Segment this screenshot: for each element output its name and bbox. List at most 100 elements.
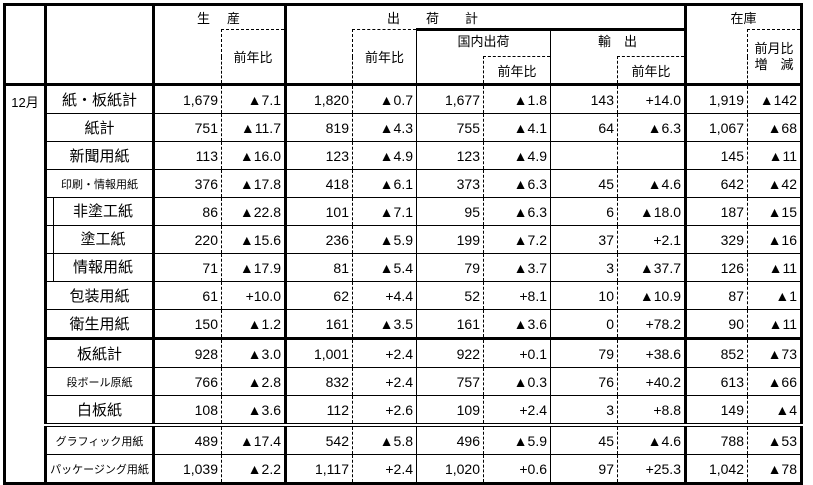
cell-value: ▲16.0 [221,141,286,170]
row-label-text: 塗工紙 [53,226,151,253]
cell-value: 1,919 [684,83,748,114]
cell-value: ▲4.9 [352,141,417,170]
cell-value: 922 [416,337,484,368]
row-label: 紙計 [45,113,155,142]
row-label: 白板紙 [45,395,155,425]
cell-value: +14.0 [617,83,686,114]
row-label: 段ボール原紙 [45,367,155,396]
cell-value: 108 [153,395,222,425]
cell-value: +4.4 [352,281,417,310]
cell-value: 832 [284,367,353,396]
cell-value: ▲11 [747,309,802,339]
cell-value: 37 [550,225,618,254]
cell-value: 236 [284,225,353,254]
cell-value: ▲1.8 [483,83,551,114]
table-row: 白板紙 108 ▲3.6 112 +2.6 109 +2.4 3 +8.8 149 ▲4 [5,395,802,425]
cell-value: 1,820 [284,83,353,114]
mom-line2: 増 減 [754,56,794,72]
cell-value: ▲53 [747,423,802,455]
table-row: 段ボール原紙 766 ▲2.8 832 +2.4 757 ▲0.3 76 +40.2 613 ▲66 [5,367,802,396]
mom-line1: 前月比 [754,40,794,56]
cell-value: 161 [284,309,353,339]
table-row: 新聞用紙 113 ▲16.0 123 ▲4.9 123 ▲4.9 145 ▲11 [5,141,802,170]
cell-value: 613 [684,367,748,396]
row-label: 情報用紙 [45,253,155,282]
cell-value: 373 [416,169,484,198]
cell-value: +10.0 [221,281,286,310]
cell-value: 123 [284,141,353,170]
cell-value: ▲4.6 [617,423,686,455]
row-label: グラフィック用紙 [45,423,155,455]
cell-value: 143 [550,83,618,114]
cell-value: +8.1 [483,281,551,310]
header-inventory-value [684,29,748,85]
cell-value: 418 [284,169,353,198]
table-row: 塗工紙 220 ▲15.6 236 ▲5.9 199 ▲7.2 37 +2.1 329 ▲16 [5,225,802,254]
cell-value: 1,020 [416,454,484,484]
header-domestic: 国内出荷 [416,28,551,57]
table-row: 衛生用紙 150 ▲1.2 161 ▲3.5 161 ▲3.6 0 +78.2 90 ▲11 [5,309,802,339]
cell-value: ▲2.8 [221,367,286,396]
cell-value: 220 [153,225,222,254]
cell-value: ▲78 [747,454,802,484]
header-shipments-total: 出 荷 計 [284,4,686,30]
cell-value: ▲11 [747,141,802,170]
cell-value: +25.3 [617,454,686,484]
cell-value: ▲2.2 [221,454,286,484]
cell-value: 755 [416,113,484,142]
cell-value: 489 [153,423,222,455]
cell-value: 71 [153,253,222,282]
cell-value: 751 [153,113,222,142]
cell-value: 642 [684,169,748,198]
cell-value: ▲6.3 [617,113,686,142]
cell-value: 1,042 [684,454,748,484]
cell-value: 187 [684,197,748,226]
cell-value: 161 [416,309,484,339]
cell-value: ▲4.1 [483,113,551,142]
cell-value: 76 [550,367,618,396]
table-row: 紙計 751 ▲11.7 819 ▲4.3 755 ▲4.1 64 ▲6.3 1,067 ▲68 [5,113,802,142]
cell-value: ▲0.7 [352,83,417,114]
cell-value: 1,067 [684,113,748,142]
cell-value: ▲15.6 [221,225,286,254]
cell-value: ▲3.0 [221,337,286,368]
cell-value: 150 [153,309,222,339]
cell-value: 64 [550,113,618,142]
header-production-value [154,30,222,85]
table-row: 情報用紙 71 ▲17.9 81 ▲5.4 79 ▲3.7 3 ▲37.7 126 ▲11 [5,253,802,282]
cell-value: ▲7.2 [483,225,551,254]
cell-value: ▲7.1 [352,197,417,226]
table-row: グラフィック用紙 489 ▲17.4 542 ▲5.8 496 ▲5.9 45 ▲4.6 788 ▲… [5,423,802,455]
header-production: 生 産 [196,11,242,26]
cell-value: 6 [550,197,618,226]
table-row: 非塗工紙 86 ▲22.8 101 ▲7.1 95 ▲6.3 6 ▲18.0 187 ▲15 [5,197,802,226]
cell-value: +0.1 [483,337,551,368]
table-row: 板紙計 928 ▲3.0 1,001 +2.4 922 +0.1 79 +38.6 852 ▲73 [5,337,802,368]
cell-value: +38.6 [617,337,686,368]
cell-value: ▲7.1 [221,83,286,114]
cell-value: 61 [153,281,222,310]
cell-value: +2.6 [352,395,417,425]
cell-value: 113 [153,141,222,170]
cell-value: 10 [550,281,618,310]
cell-value: +78.2 [617,309,686,339]
header-inventory: 在庫 [684,4,802,30]
cell-value: ▲16 [747,225,802,254]
table-row: 12月 紙・板紙計 1,679 ▲7.1 1,820 ▲0.7 1,677 ▲1.8 143 +1… [4,83,802,484]
header-blank-month [4,4,47,85]
cell-value: 1,039 [153,454,222,484]
cell-value: 1,677 [416,83,484,114]
cell-value: ▲11.7 [221,113,286,142]
row-label-text: 情報用紙 [53,254,151,281]
header-shipments-yoy: 前年比 [352,29,417,85]
cell-value: +2.4 [352,367,417,396]
cell-value: ▲73 [747,337,802,368]
cell-value: 97 [550,454,618,484]
cell-value: ▲5.9 [352,225,417,254]
cell-value [617,141,686,170]
cell-value: +2.4 [352,337,417,368]
cell-value: 109 [416,395,484,425]
cell-value: 81 [284,253,353,282]
cell-value: ▲6.3 [483,169,551,198]
cell-value: ▲3.7 [483,253,551,282]
